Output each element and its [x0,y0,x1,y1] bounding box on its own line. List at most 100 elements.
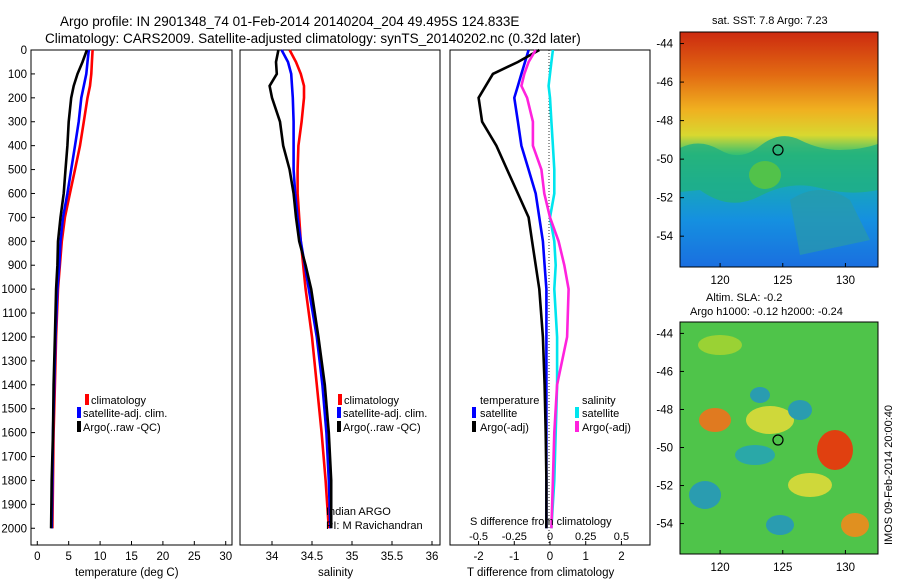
lat-tick-label: -44 [656,328,673,340]
lon-tick-label: 130 [836,562,855,574]
x-tick-label: 15 [125,551,138,563]
x-tick-label: 34 [266,551,279,563]
y-tick-label: 1000 [1,284,27,296]
sla-blob [698,335,742,355]
legend-heading-salinity: salinity [582,395,616,407]
figure-title-line1: Argo profile: IN 2901348_74 01-Feb-2014 … [60,14,519,29]
lat-tick-label: -46 [656,366,673,378]
figure-title-line2: Climatology: CARS2009. Satellite-adjuste… [45,31,581,46]
legend-swatch-t-satellite [472,407,476,418]
lon-tick-label: 120 [711,562,730,574]
sst-map-title: sat. SST: 7.8 Argo: 7.23 [712,15,828,27]
x-tick-label: -2 [473,551,483,563]
y-tick-label: 800 [8,236,27,248]
legend-label-t-satellite: satellite [480,408,517,420]
sla-blob [699,408,731,432]
imos-timestamp-label: IMOS 09-Feb-2014 20:00:40 [883,405,895,545]
sla-blob [735,445,775,465]
legend-label-climatology: climatology [344,395,400,407]
salinity-panel: 34 34.5 35 35.5 36 salinity climatology sate… [239,49,441,579]
legend-label-argo: Argo(..raw -QC) [83,422,161,434]
sla-map-title-line2: Argo h1000: -0.12 h2000: -0.24 [690,306,843,318]
x-tick-label: 20 [157,551,170,563]
difference-legend-temperature: temperature satellite Argo(-adj) [472,395,539,434]
lat-tick-label: -54 [656,519,673,531]
difference-xlabel: T difference from climatology [467,567,614,579]
x-tick-label: 0 [34,551,40,563]
sst-map-frame [679,31,879,268]
legend-label-climatology: climatology [91,395,147,407]
sst-map-panel: sat. SST: 7.8 Argo: 7.23 120 125 130 -44 -4… [656,15,879,287]
sst-cool-patch [790,190,870,255]
argo-line [268,49,333,529]
x-tick-label: 2 [618,551,624,563]
y-tick-label: 1800 [1,475,27,487]
lat-tick-label: -44 [656,39,673,51]
lon-tick-label: 130 [836,275,855,287]
x-tick-label: 34.5 [301,551,323,563]
lat-tick-label: -48 [656,116,673,128]
sla-map-panel: Altim. SLA: -0.2 Argo h1000: -0.12 h2000… [656,292,895,574]
y-tick-label: 0 [21,45,27,57]
y-tick-label: 1200 [1,332,27,344]
temperature-xlabel: temperature (deg C) [75,567,179,579]
legend-swatch-argo [77,421,81,432]
salinity-legend: climatology satellite-adj. clim. Argo(..… [337,394,427,434]
y-tick-label: 1700 [1,452,27,464]
legend-label-satellite: satellite-adj. clim. [343,408,427,420]
legend-label-t-argo: Argo(-adj) [480,422,529,434]
sla-map-frame [679,321,879,555]
lat-tick-label: -54 [656,231,673,243]
x-tick-label: 5 [65,551,71,563]
difference-panel: -2 -1 0 1 2 -0.5 -0.25 0 0.25 0.5 S difference f… [449,48,651,579]
x-top-tick-label: -0.5 [469,531,488,543]
y-tick-label: 500 [8,165,27,177]
legend-label-s-argo: Argo(-adj) [582,422,631,434]
lat-tick-label: -50 [656,443,673,455]
x-tick-label: 25 [188,551,201,563]
x-tick-label: 10 [94,551,107,563]
y-tick-label: 1400 [1,380,27,392]
x-top-tick-label: 0 [547,531,553,543]
legend-swatch-climatology [85,394,89,405]
sla-blob [817,430,853,470]
lat-tick-label: -50 [656,154,673,166]
sla-blob [689,481,721,509]
y-tick-label: 200 [8,93,27,105]
salinity-axes [239,49,441,546]
temperature-axes [30,49,233,546]
satellite-adj-line [280,49,332,529]
y-tick-label: 1900 [1,499,27,511]
legend-swatch-t-argo [472,421,476,432]
legend-heading-temperature: temperature [480,395,539,407]
legend-swatch-argo [337,421,341,432]
y-tick-label: 900 [8,260,27,272]
sla-map-title-line1: Altim. SLA: -0.2 [706,292,782,304]
y-tick-label: 1100 [2,308,27,320]
difference-legend-salinity: salinity satellite Argo(-adj) [575,395,631,434]
sla-blob [788,400,812,420]
x-top-tick-label: 0.5 [614,531,629,543]
legend-label-argo: Argo(..raw -QC) [343,422,421,434]
data-provider-label: Indian ARGO [326,506,391,518]
legend-swatch-satellite [77,407,81,418]
x-tick-label: 35.5 [381,551,403,563]
t-diff-argo-line [477,48,548,529]
sst-eddy [749,161,781,189]
sla-blob [750,387,770,403]
lat-tick-label: -52 [656,481,673,493]
x-tick-label: 36 [426,551,439,563]
lon-tick-label: 125 [773,275,792,287]
y-tick-label: 1500 [1,404,27,416]
legend-swatch-climatology [338,394,342,405]
lon-tick-label: 120 [711,275,730,287]
lon-tick-label: 125 [773,562,792,574]
y-tick-label: 1300 [1,356,27,368]
temperature-legend: climatology satellite-adj. clim. Argo(..… [77,394,167,434]
x-top-tick-label: -0.25 [502,531,527,543]
x-top-tick-label: 0.25 [575,531,596,543]
legend-swatch-s-argo [575,421,579,432]
sla-blob [746,406,794,434]
argo-location-marker [772,434,784,446]
